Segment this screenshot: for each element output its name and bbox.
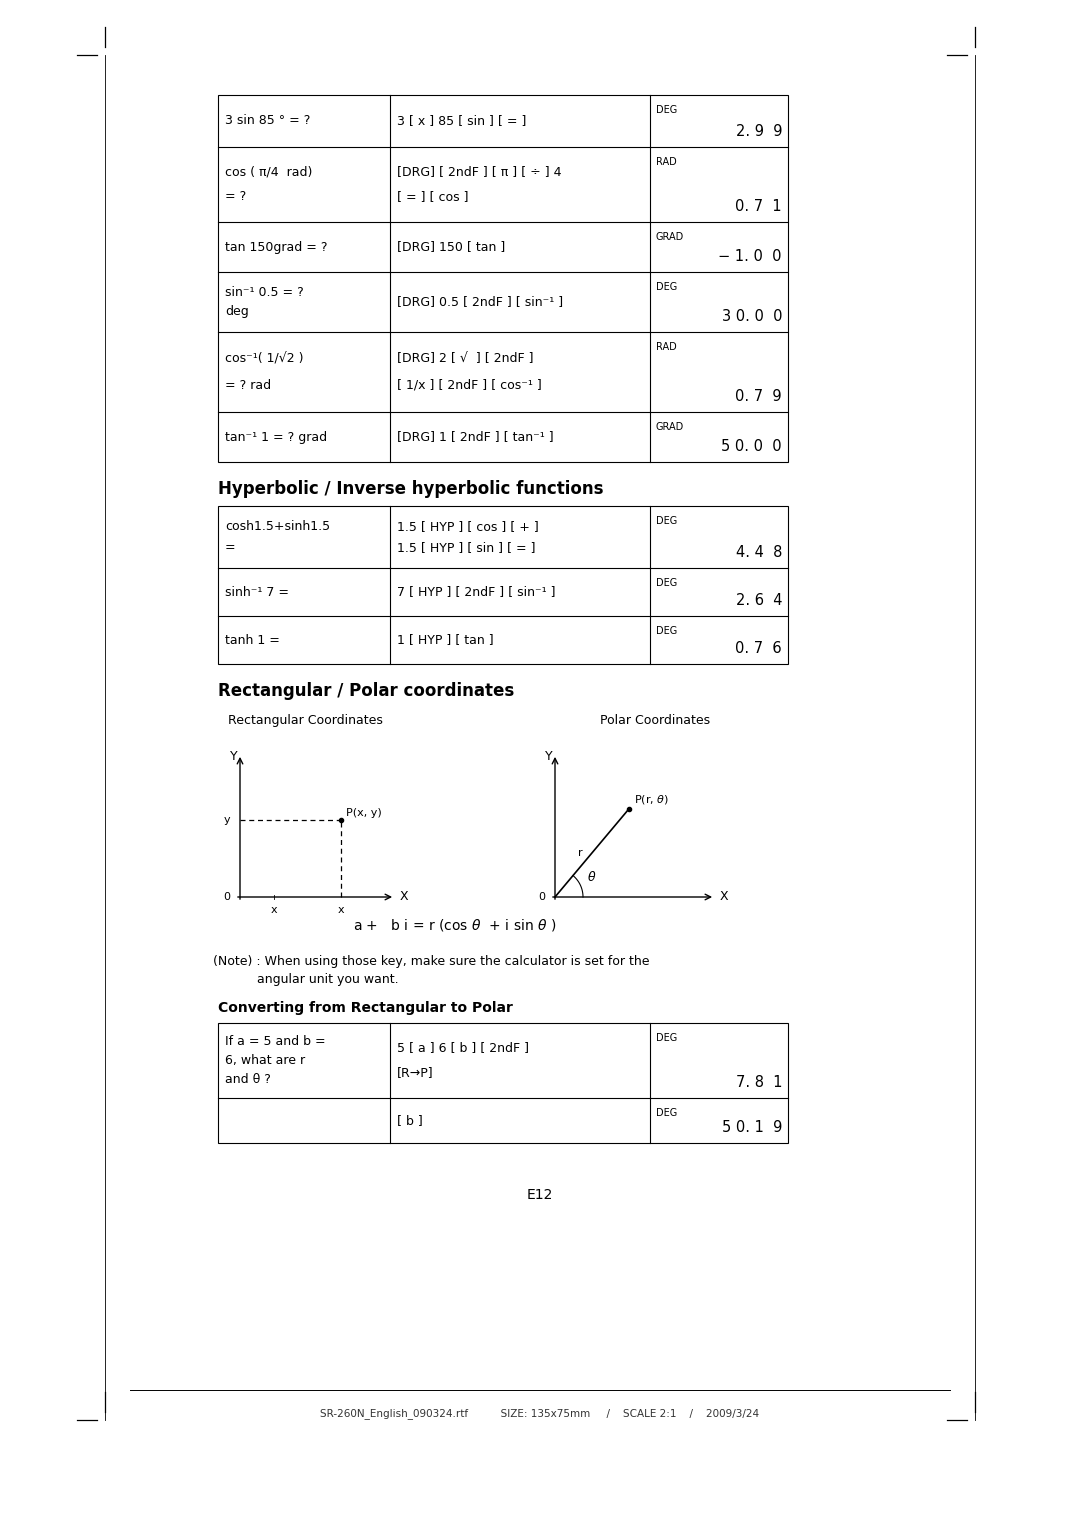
Text: (Note) : When using those key, make sure the calculator is set for the: (Note) : When using those key, make sure…	[213, 954, 649, 968]
Text: DEG: DEG	[656, 579, 677, 588]
Text: Converting from Rectangular to Polar: Converting from Rectangular to Polar	[218, 1002, 513, 1015]
Text: 1.5 [ HYP ] [ sin ] [ = ]: 1.5 [ HYP ] [ sin ] [ = ]	[397, 541, 536, 554]
Text: DEG: DEG	[656, 1032, 677, 1043]
Text: x: x	[337, 906, 345, 915]
Text: P(x, y): P(x, y)	[346, 808, 381, 818]
Text: angular unit you want.: angular unit you want.	[213, 973, 399, 986]
Text: DEG: DEG	[656, 516, 677, 525]
Text: Hyperbolic / Inverse hyperbolic functions: Hyperbolic / Inverse hyperbolic function…	[218, 479, 604, 498]
Text: [DRG] [ 2ndF ] [ π ] [ ÷ ] 4: [DRG] [ 2ndF ] [ π ] [ ÷ ] 4	[397, 165, 562, 179]
Text: =: =	[225, 541, 235, 554]
Text: x: x	[271, 906, 278, 915]
Text: [DRG] 2 [ √  ] [ 2ndF ]: [DRG] 2 [ √ ] [ 2ndF ]	[397, 353, 534, 365]
Text: GRAD: GRAD	[656, 232, 685, 241]
Text: tanh 1 =: tanh 1 =	[225, 634, 280, 646]
Text: 2. 9  9: 2. 9 9	[735, 124, 782, 139]
Text: a +   b i = r (cos $\theta$  + i sin $\theta$ ): a + b i = r (cos $\theta$ + i sin $\thet…	[353, 918, 557, 933]
Text: 4. 4  8: 4. 4 8	[735, 545, 782, 560]
Text: 3 0. 0  0: 3 0. 0 0	[721, 308, 782, 324]
Text: cosh1.5+sinh1.5: cosh1.5+sinh1.5	[225, 521, 330, 533]
Text: 6, what are r: 6, what are r	[225, 1054, 306, 1067]
Text: 5 [ a ] 6 [ b ] [ 2ndF ]: 5 [ a ] 6 [ b ] [ 2ndF ]	[397, 1041, 529, 1055]
Text: DEG: DEG	[656, 1109, 677, 1118]
Text: [ = ] [ cos ]: [ = ] [ cos ]	[397, 191, 469, 203]
Text: cos⁻¹( 1/√2 ): cos⁻¹( 1/√2 )	[225, 353, 303, 365]
Text: y: y	[224, 815, 230, 825]
Text: [DRG] 150 [ tan ]: [DRG] 150 [ tan ]	[397, 240, 505, 253]
Text: 2. 6  4: 2. 6 4	[735, 592, 782, 608]
Text: SR-260N_English_090324.rtf          SIZE: 135x75mm     /    SCALE 2:1    /    20: SR-260N_English_090324.rtf SIZE: 135x75m…	[321, 1408, 759, 1419]
Text: [DRG] 1 [ 2ndF ] [ tan⁻¹ ]: [DRG] 1 [ 2ndF ] [ tan⁻¹ ]	[397, 431, 554, 443]
Text: 0: 0	[538, 892, 545, 902]
Text: = ?: = ?	[225, 191, 246, 203]
Text: [ 1/x ] [ 2ndF ] [ cos⁻¹ ]: [ 1/x ] [ 2ndF ] [ cos⁻¹ ]	[397, 379, 542, 392]
Text: DEG: DEG	[656, 282, 677, 292]
Text: 5 0. 0  0: 5 0. 0 0	[721, 438, 782, 454]
Text: 1.5 [ HYP ] [ cos ] [ + ]: 1.5 [ HYP ] [ cos ] [ + ]	[397, 521, 539, 533]
Bar	[218, 1023, 788, 1144]
Text: 0. 7  9: 0. 7 9	[735, 389, 782, 405]
Text: DEG: DEG	[656, 626, 677, 637]
Text: tan 150grad = ?: tan 150grad = ?	[225, 240, 327, 253]
Text: GRAD: GRAD	[656, 421, 685, 432]
Text: sinh⁻¹ 7 =: sinh⁻¹ 7 =	[225, 585, 289, 599]
Text: Rectangular / Polar coordinates: Rectangular / Polar coordinates	[218, 683, 514, 699]
Text: cos ( π/4  rad): cos ( π/4 rad)	[225, 165, 312, 179]
Text: P(r, $\theta$): P(r, $\theta$)	[634, 793, 669, 806]
Text: and θ ?: and θ ?	[225, 1073, 271, 1086]
Text: 3 [ x ] 85 [ sin ] [ = ]: 3 [ x ] 85 [ sin ] [ = ]	[397, 115, 526, 127]
Text: = ? rad: = ? rad	[225, 379, 271, 392]
Text: X: X	[400, 890, 408, 904]
Text: − 1. 0  0: − 1. 0 0	[718, 249, 782, 264]
Text: X: X	[720, 890, 729, 904]
Text: [ b ]: [ b ]	[397, 1115, 422, 1127]
Text: deg: deg	[225, 305, 248, 319]
Text: r: r	[578, 847, 582, 858]
Text: 7 [ HYP ] [ 2ndF ] [ sin⁻¹ ]: 7 [ HYP ] [ 2ndF ] [ sin⁻¹ ]	[397, 585, 555, 599]
Text: Rectangular Coordinates: Rectangular Coordinates	[228, 715, 382, 727]
Bar	[218, 505, 788, 664]
Text: 3 sin 85 ° = ?: 3 sin 85 ° = ?	[225, 115, 310, 127]
Text: RAD: RAD	[656, 342, 677, 353]
Text: [DRG] 0.5 [ 2ndF ] [ sin⁻¹ ]: [DRG] 0.5 [ 2ndF ] [ sin⁻¹ ]	[397, 296, 563, 308]
Text: Y: Y	[545, 750, 553, 764]
Text: sin⁻¹ 0.5 = ?: sin⁻¹ 0.5 = ?	[225, 286, 303, 298]
Text: tan⁻¹ 1 = ? grad: tan⁻¹ 1 = ? grad	[225, 431, 327, 443]
Text: If a = 5 and b =: If a = 5 and b =	[225, 1035, 326, 1048]
Text: Polar Coordinates: Polar Coordinates	[599, 715, 710, 727]
Text: E12: E12	[527, 1188, 553, 1202]
Text: 5 0. 1  9: 5 0. 1 9	[721, 1119, 782, 1135]
Text: DEG: DEG	[656, 105, 677, 115]
Text: 1 [ HYP ] [ tan ]: 1 [ HYP ] [ tan ]	[397, 634, 494, 646]
Bar	[218, 95, 788, 463]
Text: $\theta$: $\theta$	[586, 870, 596, 884]
Text: 0: 0	[222, 892, 230, 902]
Text: 0. 7  1: 0. 7 1	[735, 199, 782, 214]
Text: 7. 8  1: 7. 8 1	[735, 1075, 782, 1090]
Text: 0. 7  6: 0. 7 6	[735, 641, 782, 657]
Text: RAD: RAD	[656, 157, 677, 166]
Text: [R→P]: [R→P]	[397, 1066, 434, 1080]
Text: Y: Y	[230, 750, 238, 764]
